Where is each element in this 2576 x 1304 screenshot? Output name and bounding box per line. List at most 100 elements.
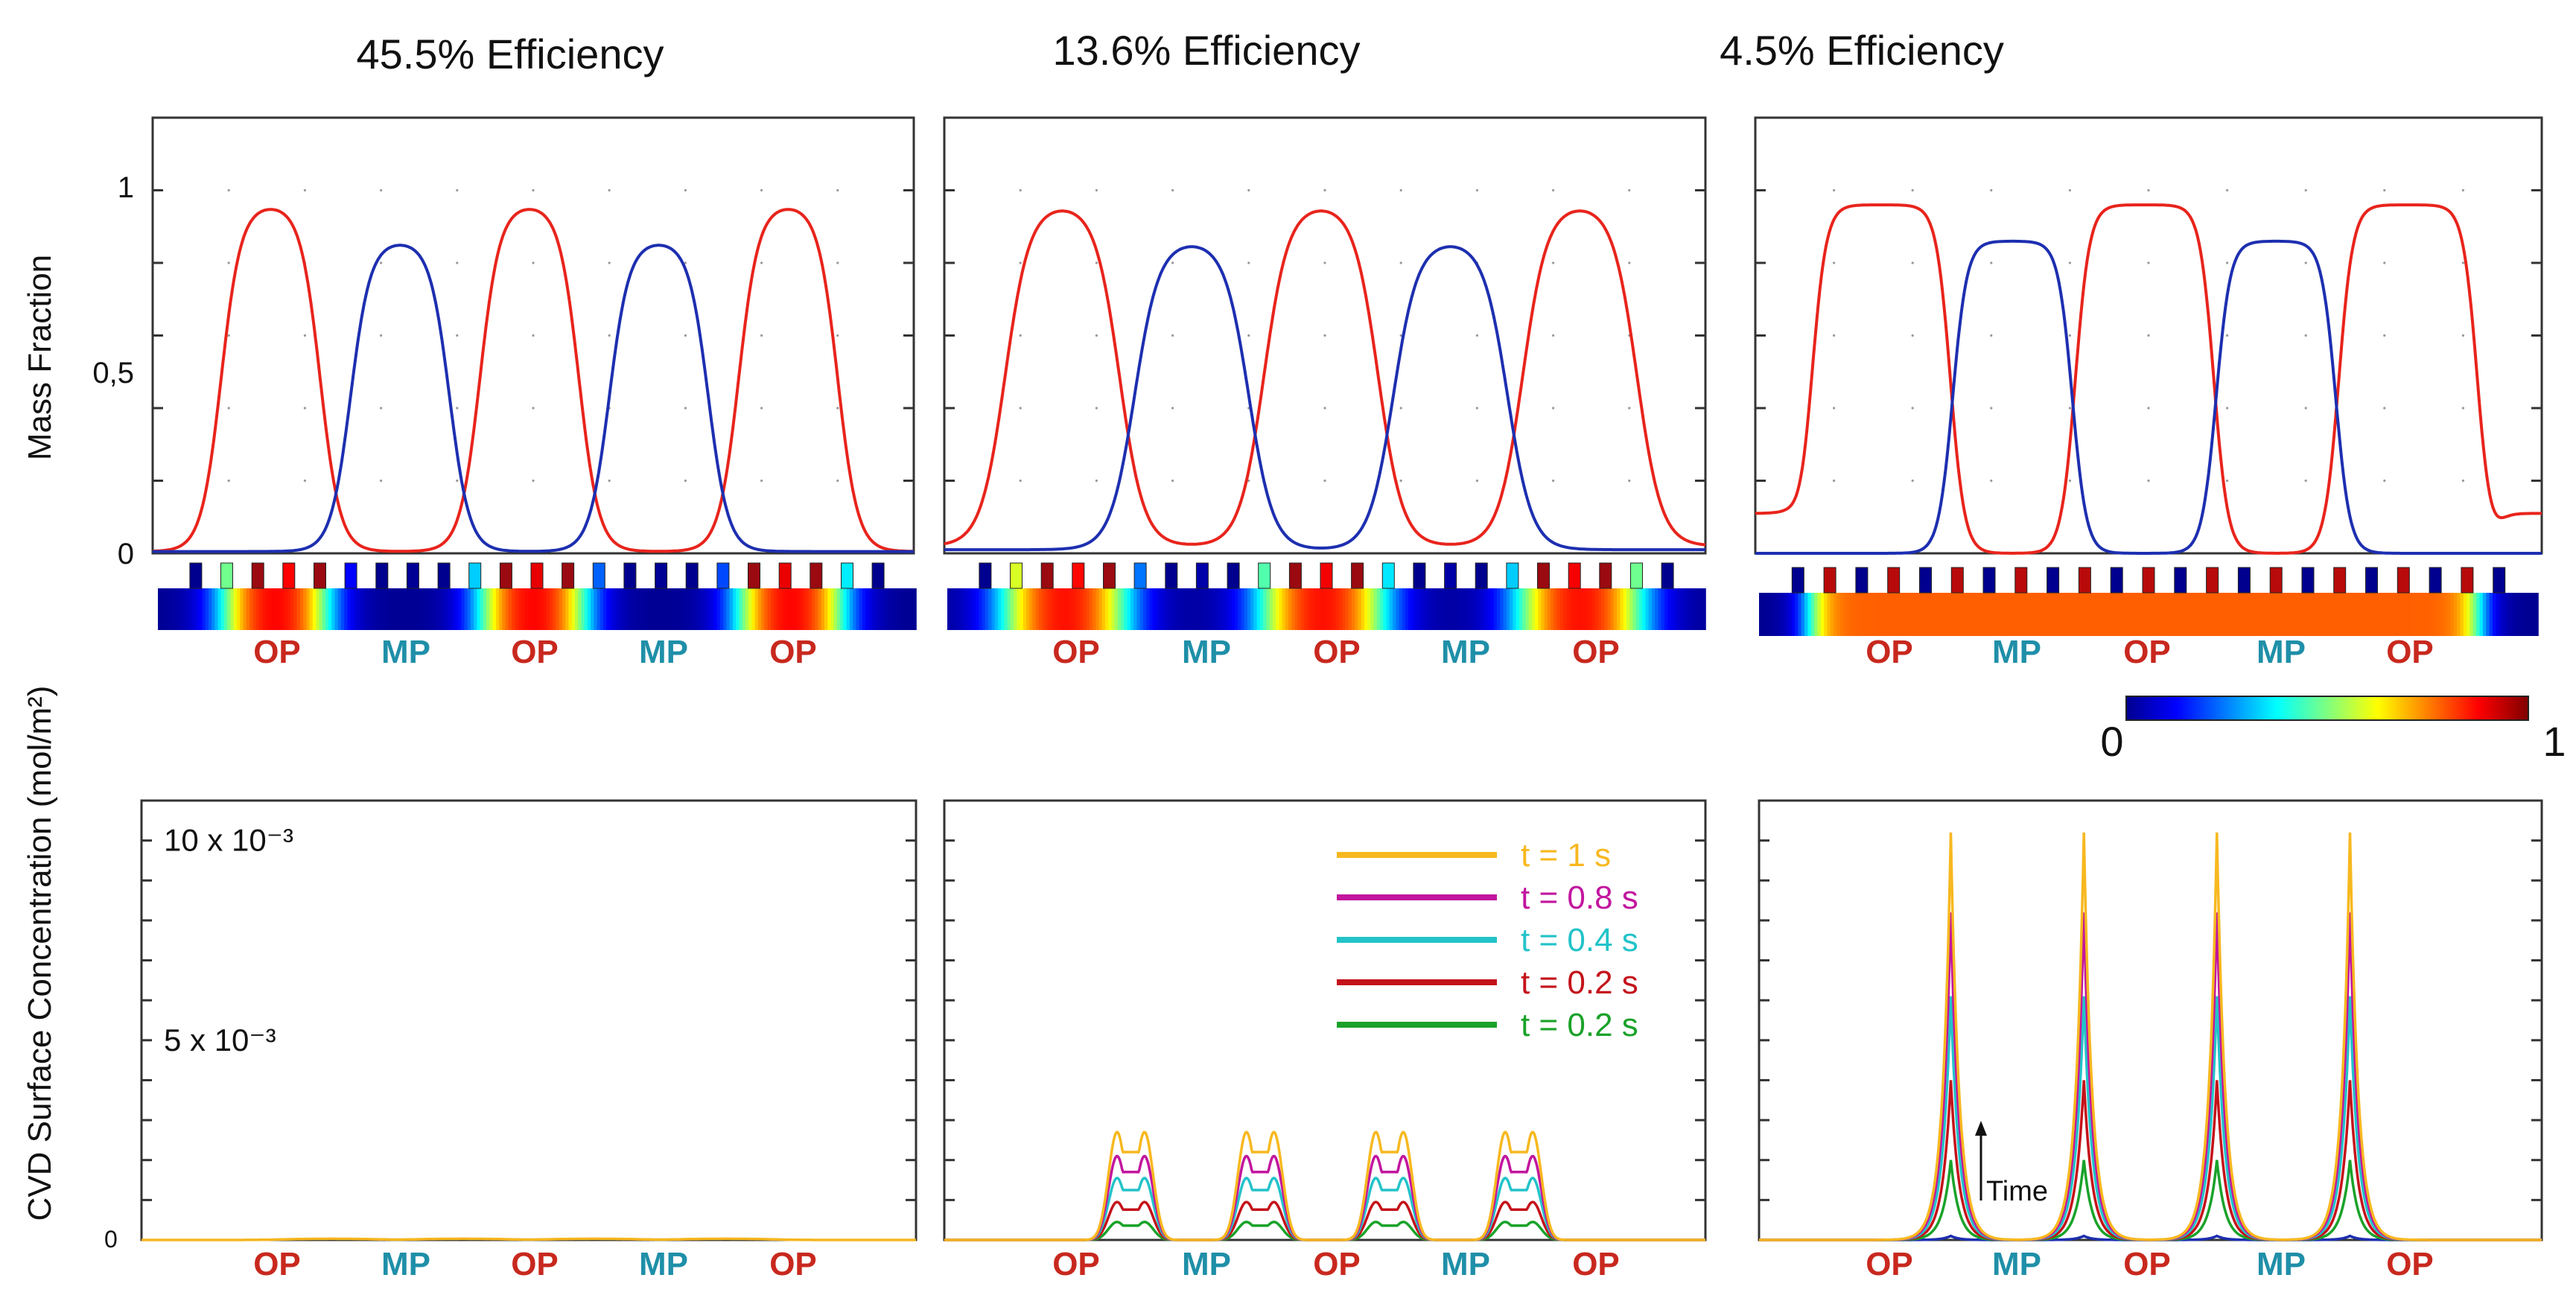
device-cell — [2369, 593, 2373, 636]
grid-dot — [1323, 334, 1326, 337]
grid-dot — [227, 334, 230, 337]
device-cell — [1487, 588, 1492, 630]
device-cell — [2249, 593, 2254, 636]
device-cell — [395, 588, 399, 630]
device-cell — [1105, 588, 1110, 630]
device-cell — [1291, 588, 1296, 630]
device-cell — [2281, 593, 2286, 636]
device-port — [1855, 567, 1869, 594]
device-cell — [947, 588, 951, 630]
device-cell — [2022, 593, 2026, 636]
device-cell — [2499, 593, 2503, 636]
device-cell — [2152, 593, 2156, 636]
device-cell — [2109, 593, 2114, 636]
device-cell — [1956, 593, 1962, 636]
device-cell — [609, 588, 614, 630]
device-cell — [467, 588, 471, 630]
device-map-1 — [158, 562, 917, 630]
device-cell — [287, 588, 291, 630]
grid-dot — [2147, 261, 2150, 264]
device-port — [2301, 567, 2315, 594]
colorbar-max-label: 1 — [2542, 718, 2566, 765]
device-cell — [1963, 593, 1968, 636]
device-cell — [1667, 588, 1672, 630]
device-cell — [1585, 588, 1589, 630]
device-cell — [657, 588, 661, 630]
panel-title-3: 4.5% Efficiency — [1720, 27, 2004, 74]
device-cell — [2376, 593, 2380, 636]
device-cell — [713, 588, 718, 630]
device-cell — [802, 588, 807, 630]
device-cell — [1814, 593, 1819, 636]
device-cell — [653, 588, 658, 630]
device-cell — [2233, 593, 2237, 636]
grid-dot — [760, 407, 763, 410]
device-port — [344, 562, 357, 589]
device-cell — [2479, 593, 2484, 636]
y-tick-label-0: 0 — [118, 538, 134, 570]
device-cell — [1989, 593, 1994, 636]
device-cell — [1892, 593, 1896, 636]
grid-dot — [760, 261, 763, 264]
device-port — [2174, 567, 2187, 594]
device-cell — [1490, 588, 1495, 630]
grid-dot — [684, 188, 687, 192]
device-cell — [2181, 593, 2185, 636]
device-port — [716, 562, 730, 589]
device-cell — [2278, 593, 2283, 636]
device-cell — [591, 588, 595, 630]
device-cell — [161, 588, 165, 630]
grid-dot — [1552, 407, 1555, 410]
device-cell — [1576, 588, 1580, 630]
port-label: OP — [1866, 1246, 1913, 1282]
grid-dot — [303, 334, 306, 337]
device-cell — [171, 588, 174, 630]
mass-fraction-axis-label: Mass Fraction — [22, 255, 58, 460]
device-cell — [416, 588, 421, 630]
device-cell — [1294, 588, 1299, 630]
grid-dot — [1833, 188, 1836, 192]
device-cell — [2268, 593, 2273, 636]
device-cell — [363, 588, 367, 630]
device-cell — [1193, 588, 1198, 630]
panel-title-2: 13.6% Efficiency — [1053, 27, 1361, 74]
device-cell — [1396, 588, 1400, 630]
device-cell — [2018, 593, 2023, 636]
device-cell — [1446, 588, 1451, 630]
device-cell — [710, 588, 715, 630]
device-cell — [1121, 588, 1125, 630]
device-cell — [553, 588, 557, 630]
device-cell — [2421, 593, 2426, 636]
grid-dot — [836, 479, 839, 483]
grid-dot — [1628, 407, 1631, 410]
device-cell — [707, 588, 711, 630]
grid-dot — [2068, 334, 2071, 337]
device-port — [979, 562, 992, 589]
grid-dot — [1990, 334, 1993, 337]
grid-dot — [456, 261, 459, 264]
device-cell — [1228, 588, 1233, 630]
device-cell — [1973, 593, 1977, 636]
device-cell — [635, 588, 639, 630]
device-cell — [2310, 593, 2315, 636]
device-cell — [2051, 593, 2055, 636]
device-cell — [1553, 588, 1558, 630]
device-cell — [2472, 593, 2477, 636]
device-cell — [1853, 593, 1857, 636]
device-cell — [1276, 588, 1280, 630]
device-cell — [1559, 588, 1564, 630]
device-port — [2461, 567, 2474, 594]
device-cell — [1253, 588, 1258, 630]
device-cell — [1086, 588, 1090, 630]
device-port — [623, 562, 637, 589]
device-cell — [556, 588, 560, 630]
cvd-series-line — [944, 1130, 1705, 1241]
device-cell — [840, 588, 845, 630]
device-cell — [587, 588, 591, 630]
grid-dot — [2383, 334, 2386, 337]
device-cell — [660, 588, 664, 630]
device-cell — [824, 588, 828, 630]
device-cell — [2324, 593, 2328, 636]
device-cell — [293, 588, 298, 630]
device-cell — [1898, 593, 1903, 636]
